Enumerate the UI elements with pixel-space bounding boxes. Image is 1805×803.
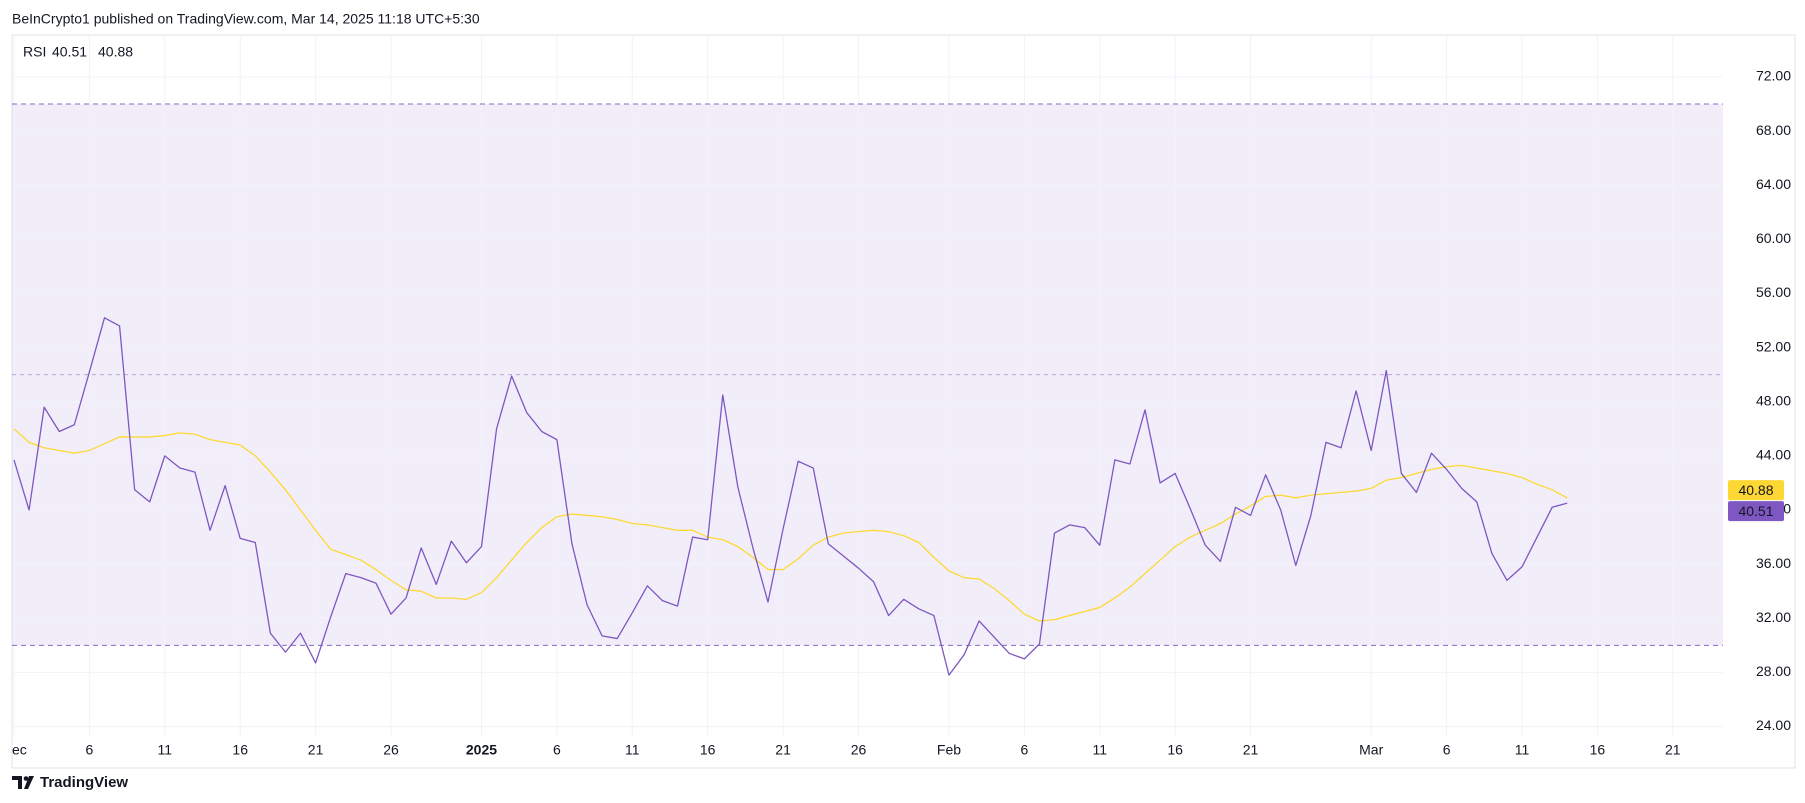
x-tick-label: 21 xyxy=(775,742,791,758)
plot-area xyxy=(12,35,1723,736)
logo-dot xyxy=(23,776,29,781)
y-tick-label: 72.00 xyxy=(1756,68,1791,84)
y-tick-label: 68.00 xyxy=(1756,122,1791,138)
series-line xyxy=(13,428,1568,622)
y-tick-label: 52.00 xyxy=(1756,338,1791,354)
y-tick-label: 32.00 xyxy=(1756,609,1791,625)
y-tick-label: 24.00 xyxy=(1756,717,1791,733)
logo-shape xyxy=(12,776,22,789)
x-tick-label: 6 xyxy=(1020,742,1028,758)
x-tick-label: 16 xyxy=(700,742,716,758)
x-tick-label: 21 xyxy=(1665,742,1681,758)
x-tick-label: 16 xyxy=(1167,742,1183,758)
x-tick-label: 6 xyxy=(553,742,561,758)
x-tick-label: 21 xyxy=(308,742,324,758)
y-tick-label: 48.00 xyxy=(1756,392,1791,408)
x-tick-label: 11 xyxy=(1092,742,1107,758)
last-value-badge xyxy=(1728,501,1784,522)
x-tick-label: Mar xyxy=(1359,742,1383,758)
logo-shape xyxy=(24,776,34,789)
y-tick-label: 64.00 xyxy=(1756,176,1791,192)
x-tick-label: 11 xyxy=(1515,742,1530,758)
series-line xyxy=(13,317,1568,676)
x-tick-label: 11 xyxy=(158,742,173,758)
x-tick-label: 6 xyxy=(86,742,94,758)
y-tick-label: 60.00 xyxy=(1756,230,1791,246)
legend-indicator: RSI xyxy=(23,44,46,60)
x-tick-label: 16 xyxy=(232,742,248,758)
y-tick-label: 44.00 xyxy=(1756,447,1791,463)
footer-brand: TradingView xyxy=(40,774,128,791)
legend-value: 40.51 xyxy=(52,44,87,60)
y-tick-label: 36.00 xyxy=(1756,555,1791,571)
legend-value: 40.88 xyxy=(98,44,133,60)
x-tick-label: 16 xyxy=(1590,742,1606,758)
x-tick-label: Feb xyxy=(937,742,961,758)
x-tick-label: 2025 xyxy=(466,742,497,758)
last-value-badge xyxy=(1728,480,1784,501)
x-tick-label: 26 xyxy=(851,742,867,758)
y-tick-label: 56.00 xyxy=(1756,284,1791,300)
footer-logo: TradingView xyxy=(12,774,128,791)
x-tick-label: 26 xyxy=(383,742,399,758)
header-text: BeInCrypto1 published on TradingView.com… xyxy=(12,11,480,27)
last-value-label: 40.88 xyxy=(1738,482,1773,498)
y-tick-label: 28.00 xyxy=(1756,663,1791,679)
x-tick-label: 21 xyxy=(1243,742,1259,758)
x-tick-label: ec xyxy=(12,742,27,758)
x-tick-label: 11 xyxy=(625,742,640,758)
last-value-label: 40.51 xyxy=(1738,503,1773,519)
x-tick-label: 6 xyxy=(1443,742,1451,758)
